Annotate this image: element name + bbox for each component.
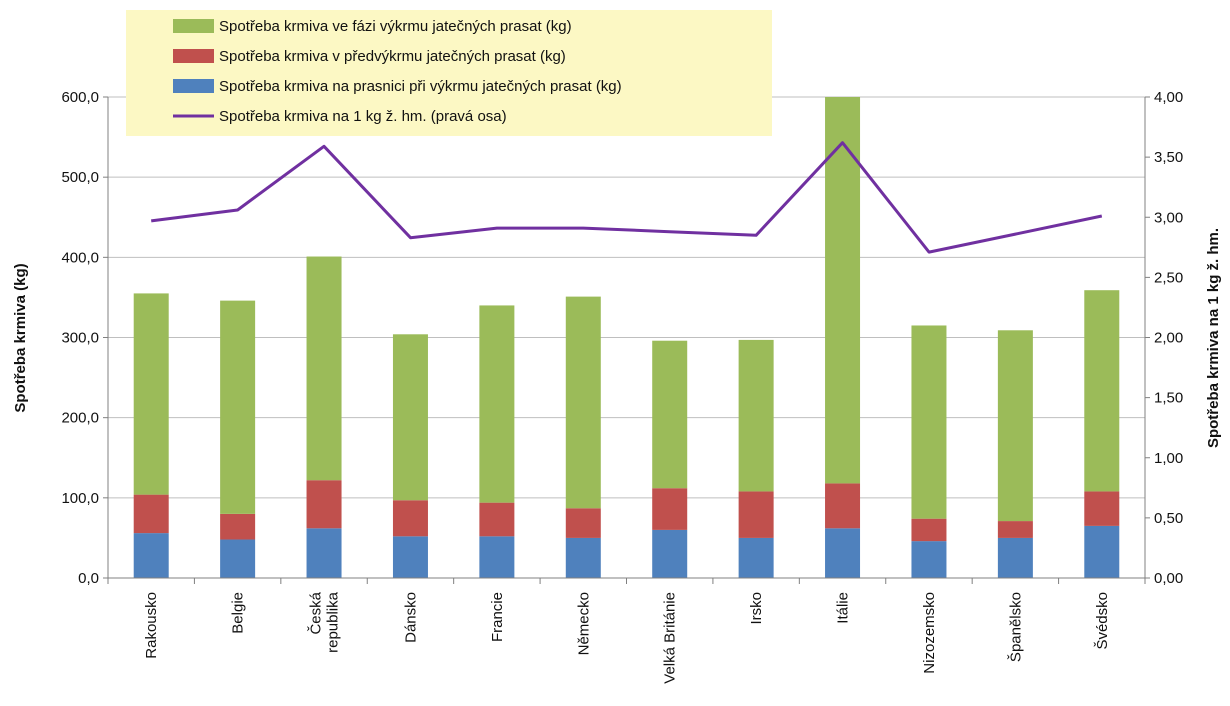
right-tick-label: 0,50 (1154, 510, 1183, 527)
bar-segment-series-1 (133, 494, 169, 534)
bar-segment-series-1 (997, 521, 1033, 538)
left-axis-title: Spotřeba krmiva (kg) (12, 263, 29, 412)
bar-segment-series-1 (1084, 491, 1120, 526)
category-label: republika (325, 591, 342, 653)
bar-segment-series-1 (565, 508, 601, 538)
legend-entry: Spotřeba krmiva v předvýkrmu jatečných p… (219, 48, 566, 65)
category-label: Německo (575, 592, 592, 655)
category-label: Irsko (748, 592, 765, 625)
bar-segment-series-1 (911, 518, 947, 542)
right-tick-label: 0,00 (1154, 570, 1183, 587)
bar-segment-series-0 (738, 537, 774, 578)
bar-segment-series-2 (479, 305, 515, 503)
bar-segment-series-2 (565, 296, 601, 509)
bar-segment-series-1 (306, 480, 342, 529)
left-tick-label: 300,0 (61, 330, 99, 347)
left-tick-label: 500,0 (61, 169, 99, 186)
left-tick-label: 400,0 (61, 249, 99, 266)
legend-swatch (173, 79, 214, 93)
bar-segment-series-0 (133, 533, 169, 578)
category-label: Španělsko (1007, 592, 1024, 662)
bar-segment-series-2 (220, 300, 256, 514)
bar-segment-series-0 (565, 537, 601, 578)
bar-segment-series-0 (220, 539, 256, 578)
left-tick-label: 100,0 (61, 490, 99, 507)
right-tick-label: 3,00 (1154, 209, 1183, 226)
bar-segment-series-2 (133, 293, 169, 495)
gridlines (108, 96, 1145, 499)
category-label: Francie (489, 592, 506, 642)
bar-segment-series-1 (825, 483, 861, 529)
bars (133, 97, 1120, 578)
line-series-path (151, 141, 1103, 254)
bar-segment-series-0 (306, 528, 342, 578)
left-tick-label: 200,0 (61, 410, 99, 427)
right-tick-label: 2,00 (1154, 330, 1183, 347)
category-label: Itálie (835, 592, 852, 624)
bar-segment-series-2 (738, 339, 774, 492)
right-tick-label: 2,50 (1154, 269, 1183, 286)
left-tick-label: 0,0 (78, 570, 99, 587)
left-axis-tick-labels: 0,0 100,0 200,0 300,0 400,0 500,0 600,0 (61, 89, 99, 587)
legend-entry: Spotřeba krmiva na prasnici při výkrmu j… (219, 78, 622, 95)
left-tick-label: 600,0 (61, 89, 99, 106)
bar-segment-series-0 (825, 528, 861, 578)
category-labels: Rakousko Belgie Česká republika Dánsko Franci… (143, 591, 1111, 683)
bar-segment-series-2 (1084, 290, 1120, 492)
bar-segment-series-1 (392, 500, 428, 537)
right-tick-label: 1,00 (1154, 450, 1183, 467)
bar-segment-series-0 (392, 536, 428, 578)
legend-box (126, 10, 772, 136)
bar-segment-series-2 (997, 330, 1033, 522)
category-label: Švédsko (1094, 592, 1111, 650)
bar-segment-series-2 (652, 340, 688, 489)
bar-segment-series-1 (220, 513, 256, 540)
category-label: Dánsko (402, 592, 419, 643)
category-label: Belgie (230, 592, 247, 634)
bar-segment-series-0 (1084, 525, 1120, 578)
legend-entry: Spotřeba krmiva na 1 kg ž. hm. (pravá os… (219, 108, 507, 125)
bar-segment-series-0 (652, 529, 688, 578)
category-label: Česká (308, 591, 325, 634)
bar-segment-series-1 (479, 502, 515, 537)
category-label: Rakousko (143, 592, 160, 659)
bar-segment-series-0 (911, 541, 947, 578)
bar-segment-series-1 (738, 491, 774, 538)
right-axis-title: Spotřeba krmiva na 1 kg ž. hm. (1205, 228, 1222, 448)
bar-segment-series-2 (392, 334, 428, 501)
right-axis-tick-labels: 0,00 0,50 1,00 1,50 2,00 2,50 3,00 3,50 4,00 (1154, 89, 1183, 587)
legend-swatch (173, 19, 214, 33)
bar-segment-series-0 (997, 537, 1033, 578)
legend: Spotřeba krmiva ve fázi výkrmu jatečných… (126, 10, 772, 136)
right-axis-line-series (151, 141, 1103, 254)
bar-segment-series-0 (479, 536, 515, 578)
axes (103, 96, 1150, 584)
legend-swatch (173, 49, 214, 63)
right-tick-label: 3,50 (1154, 149, 1183, 166)
right-tick-label: 4,00 (1154, 89, 1183, 106)
right-tick-label: 1,50 (1154, 390, 1183, 407)
bar-segment-series-2 (306, 256, 342, 481)
bar-segment-series-2 (911, 325, 947, 519)
bar-segment-series-1 (652, 488, 688, 530)
category-label: Nizozemsko (921, 592, 938, 674)
category-label: Velká Británie (662, 592, 679, 684)
legend-entry: Spotřeba krmiva ve fázi výkrmu jatečných… (219, 18, 572, 35)
bar-segment-series-2 (825, 97, 861, 484)
